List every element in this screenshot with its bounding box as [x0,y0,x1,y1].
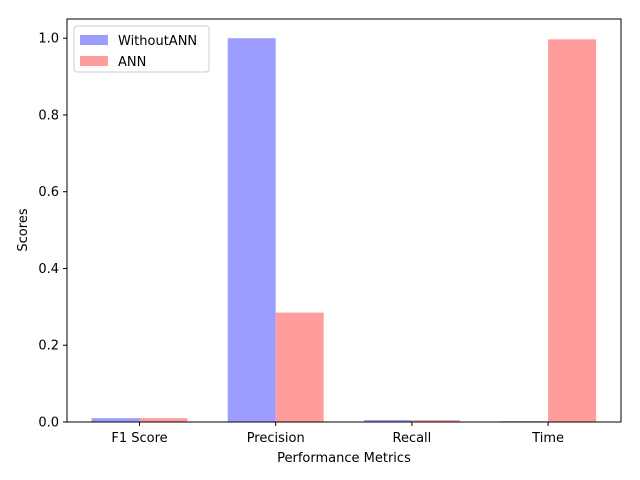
x-tick-label: Precision [247,431,305,446]
y-tick-label: 0.2 [38,339,59,354]
y-tick-label: 0.6 [38,185,59,200]
bar-ann-recall [411,420,460,422]
x-axis-label: Performance Metrics [277,451,411,466]
bar-ann-time [548,39,597,422]
y-tick-label: 0.8 [38,108,59,123]
y-tick-label: 1.0 [38,32,59,47]
legend-swatch [80,35,108,45]
legend-label: ANN [118,55,146,70]
legend: WithoutANN ANN [73,25,210,73]
bar-withoutann-precision [227,38,276,422]
bar-ann-f1-score [139,418,188,422]
y-tick-label: 0.0 [38,416,59,431]
legend-label: WithoutANN [118,34,197,49]
axes-layer: 0.0 0.2 0.4 0.6 0.8 1.0 F1 Score Precision Recal… [38,18,622,446]
bar-withoutann-f1-score [91,418,140,422]
x-tick-label: F1 Score [111,431,167,446]
bar-ann-precision [275,312,324,422]
bars-layer [91,38,597,422]
plot-frame [66,18,622,423]
x-tick-label: Time [531,431,564,446]
x-tick-label: Recall [393,431,432,446]
y-axis-label: Scores [16,208,31,251]
legend-swatch [80,56,108,66]
y-tick-label: 0.4 [38,262,59,277]
bar-withoutann-recall [363,420,412,422]
